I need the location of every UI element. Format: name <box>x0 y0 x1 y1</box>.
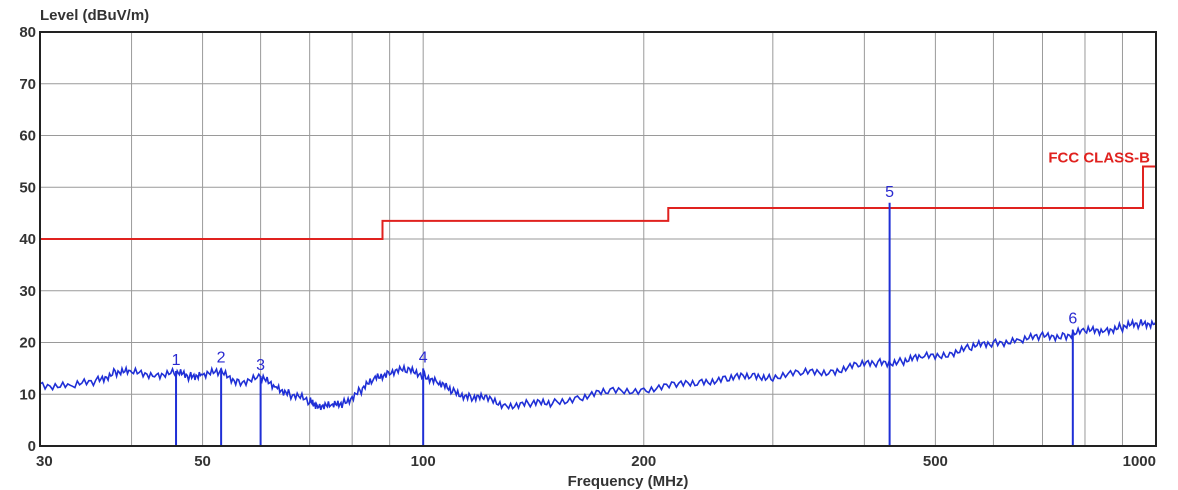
plot-frame <box>39 31 1157 447</box>
y-tick-label: 40 <box>19 231 36 248</box>
tick-labels: 0 10 20 30 40 50 60 70 80 30 50 100 200 500 1000 <box>19 24 1156 470</box>
y-tick-label: 80 <box>19 24 36 41</box>
marker-3-label: 3 <box>256 357 265 374</box>
y-tick-label: 50 <box>19 179 36 196</box>
markers-group: 1 2 3 4 5 6 <box>172 184 1077 446</box>
limit-line-label: FCC CLASS-B <box>1048 150 1150 167</box>
x-tick-label: 1000 <box>1123 453 1156 470</box>
marker-5-label: 5 <box>885 184 894 201</box>
x-tick-label: 30 <box>36 453 53 470</box>
limit-line <box>40 165 1156 240</box>
x-tick-label: 50 <box>194 453 211 470</box>
x-tick-label: 500 <box>923 453 948 470</box>
y-tick-label: 70 <box>19 76 36 93</box>
marker-6-label: 6 <box>1068 311 1077 328</box>
y-tick-label: 0 <box>28 438 36 455</box>
y-tick-label: 10 <box>19 386 36 403</box>
y-tick-label: 30 <box>19 283 36 300</box>
marker-2-label: 2 <box>217 349 226 366</box>
y-tick-label: 20 <box>19 335 36 352</box>
limit-line-group <box>40 165 1156 240</box>
x-tick-label: 100 <box>411 453 436 470</box>
marker-1-label: 1 <box>172 352 181 369</box>
marker-4-label: 4 <box>419 349 428 366</box>
x-axis-title: Frequency (MHz) <box>568 473 689 490</box>
y-axis-title: Level (dBuV/m) <box>40 7 149 24</box>
x-tick-label: 200 <box>631 453 656 470</box>
y-tick-label: 60 <box>19 128 36 145</box>
